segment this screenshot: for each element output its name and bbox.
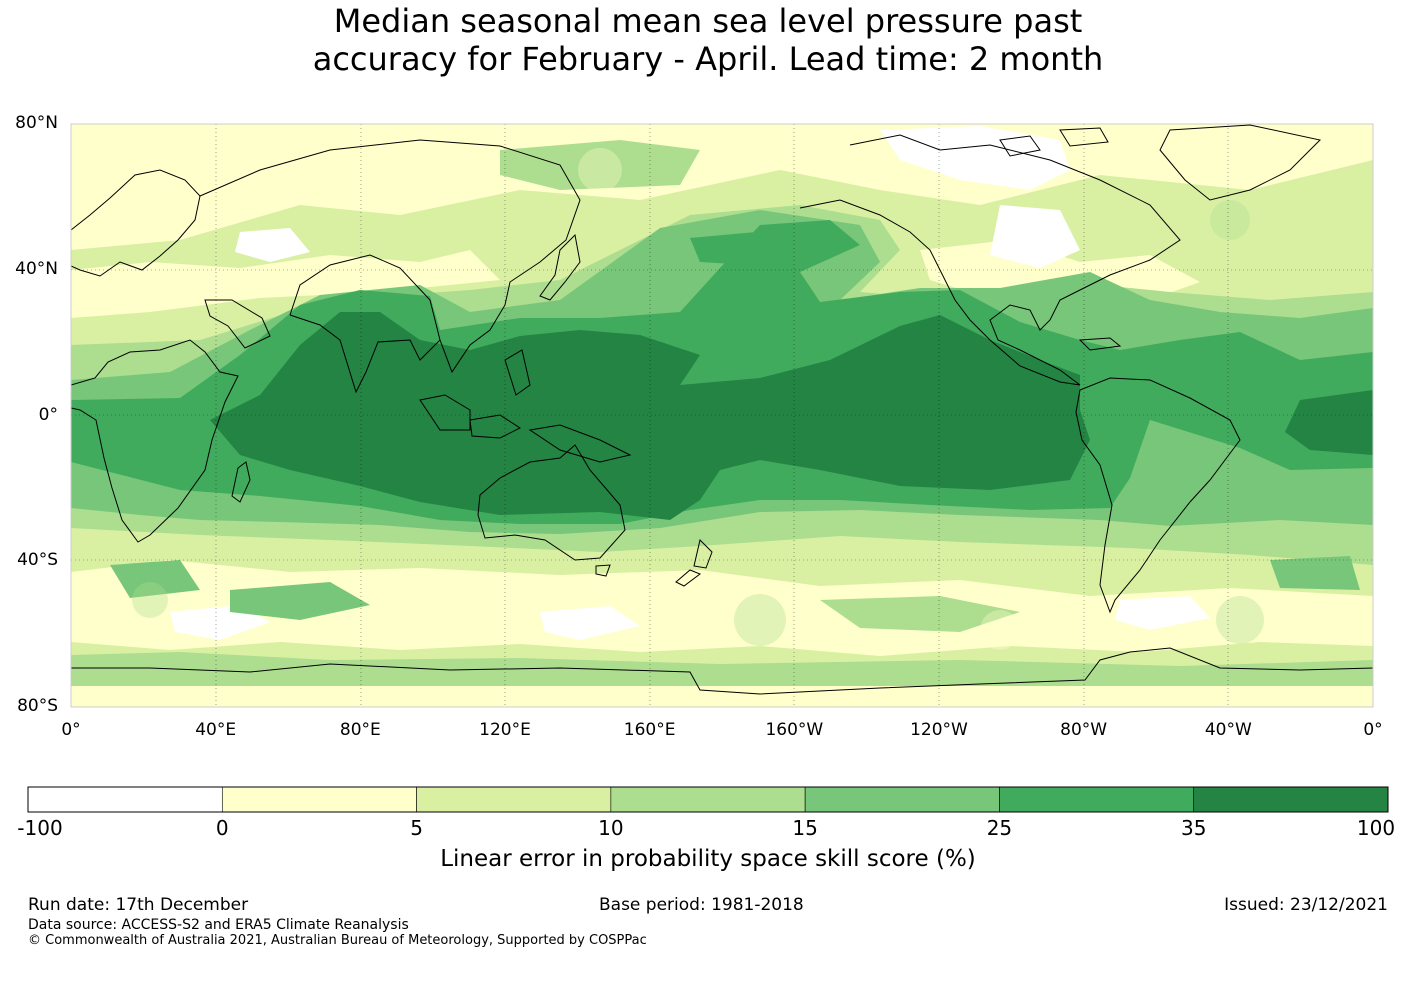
lon-label: 0° — [61, 720, 81, 740]
colorbar-segment — [999, 786, 1195, 813]
lon-label: 80°E — [339, 720, 381, 740]
title-line-2: accuracy for February - April. Lead time… — [312, 40, 1104, 78]
lon-label: 120°W — [910, 720, 968, 740]
colorbar-tick: 15 — [792, 816, 818, 840]
data-source: Data source: ACCESS-S2 and ERA5 Climate … — [28, 917, 409, 933]
lon-label: 0° — [1363, 720, 1383, 740]
colorbar-segment — [1193, 786, 1389, 813]
colorbar-tick: 0 — [215, 816, 229, 840]
lon-label: 160°W — [765, 720, 824, 740]
lon-label: 40°W — [1204, 720, 1252, 740]
lat-label: 40°N — [15, 258, 58, 279]
coastlines — [71, 124, 1373, 695]
lon-label: 120°E — [479, 720, 531, 740]
map-frame — [70, 123, 1374, 708]
colorbar-tick: 100 — [1356, 816, 1396, 840]
colorbar-label: Linear error in probability space skill … — [440, 846, 976, 872]
gridlines — [71, 124, 1373, 707]
lat-label: 80°S — [17, 696, 58, 716]
colorbar — [27, 786, 1389, 813]
colorbar-tick: -100 — [17, 816, 63, 840]
colorbar-segment — [416, 786, 612, 813]
colorbar-segment — [804, 786, 1000, 813]
colorbar-segment — [221, 786, 417, 813]
colorbar-tick: 5 — [410, 816, 423, 840]
copyright: © Commonwealth of Australia 2021, Austra… — [28, 933, 647, 948]
base-period: Base period: 1981-2018 — [599, 895, 804, 915]
lon-label: 40°E — [195, 720, 237, 740]
skill-texture — [132, 148, 1264, 650]
colorbar-tick: 25 — [986, 816, 1013, 840]
title-line-1: Median seasonal mean sea level pressure … — [333, 2, 1083, 40]
colorbar-segment — [27, 786, 223, 813]
lat-label: 80°N — [15, 113, 58, 133]
lat-label: 0° — [38, 404, 58, 425]
chart-title: Median seasonal mean sea level pressure … — [0, 2, 1416, 78]
colorbar-outline — [27, 786, 1389, 813]
colorbar-tick: 35 — [1180, 816, 1207, 840]
skill-field — [71, 124, 1373, 707]
issued-date: Issued: 23/12/2021 — [1224, 895, 1388, 915]
colorbar-segment — [610, 786, 806, 813]
lat-label: 40°S — [17, 550, 58, 571]
lon-label: 160°E — [623, 720, 676, 740]
lon-label: 80°W — [1060, 720, 1108, 740]
run-date: Run date: 17th December — [28, 895, 249, 915]
colorbar-tick: 10 — [598, 816, 624, 840]
